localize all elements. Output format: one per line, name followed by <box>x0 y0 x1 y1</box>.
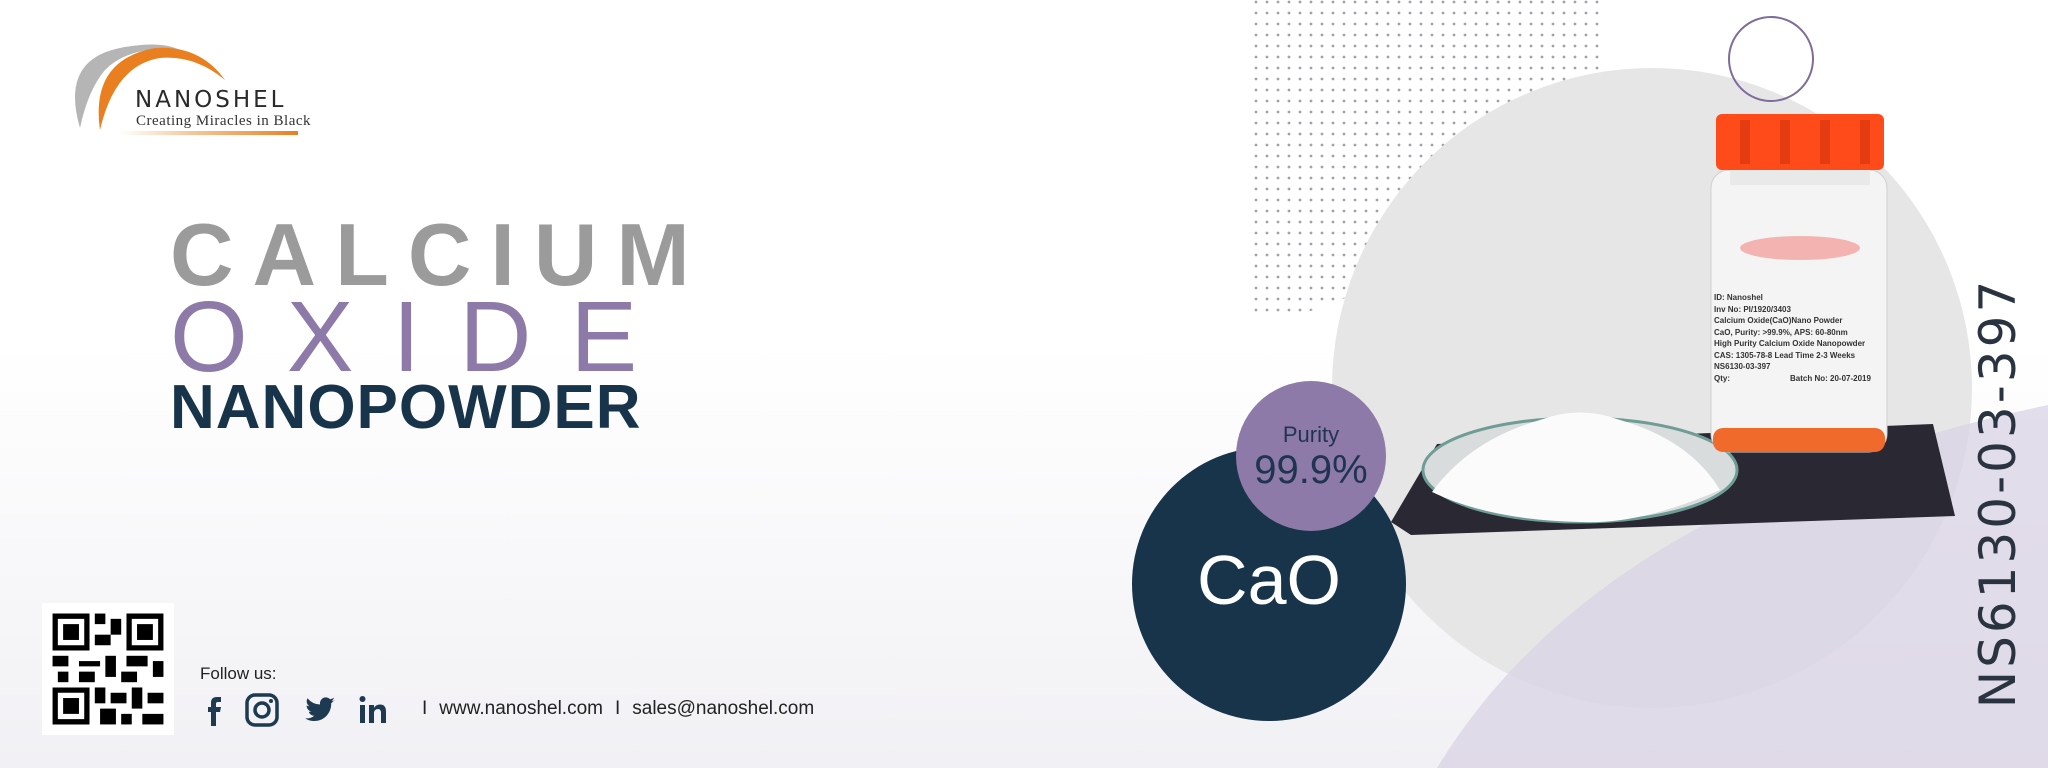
logo-underline <box>120 131 298 135</box>
title-calcium: CALCIUM <box>170 205 709 304</box>
purity-value: 99.9% <box>1254 448 1368 492</box>
purity-label: Purity <box>1282 422 1340 447</box>
bottle-label: ID: Nanoshel Inv No: PI/1920/3403 Calciu… <box>1714 292 1886 442</box>
label-line: Calcium Oxide(CaO)Nano Powder <box>1714 316 1843 325</box>
logo-swoosh-icon <box>75 44 225 131</box>
dot-pattern <box>1253 0 1605 315</box>
separator: I <box>614 698 621 719</box>
follow-us-label: Follow us: <box>200 664 277 683</box>
website-link[interactable]: www.nanoshel.com <box>439 698 603 719</box>
separator: I <box>422 698 428 719</box>
label-line: Qty: Batch No: 20-07-2019 <box>1714 373 1886 385</box>
label-line: CaO, Purity: >99.9%, APS: 60-80nm <box>1714 327 1848 337</box>
logo-brand: NANOSHEL <box>135 87 287 113</box>
qty-label: Qty: <box>1714 373 1730 383</box>
outline-circle <box>1728 16 1814 102</box>
instagram-icon[interactable] <box>244 692 280 728</box>
title-nanopowder: NANOPOWDER <box>170 373 642 442</box>
label-line: ID: Nanoshel <box>1714 293 1763 302</box>
label-line: High Purity Calcium Oxide Nanopowder <box>1714 339 1866 348</box>
title-oxide: OXIDE <box>170 281 677 393</box>
qr-code[interactable] <box>42 603 174 735</box>
email-link[interactable]: sales@nanoshel.com <box>632 698 815 719</box>
petri-dish <box>1421 412 1739 524</box>
facebook-icon[interactable] <box>196 692 232 728</box>
bottle <box>1710 114 1888 453</box>
product-code: NS6130-03-397 <box>1969 277 2027 709</box>
twitter-icon[interactable] <box>302 692 338 728</box>
linkedin-icon[interactable] <box>356 692 392 728</box>
logo-tagline: Creating Miracles in Black <box>136 113 312 129</box>
label-line: Inv No: PI/1920/3403 <box>1714 304 1791 314</box>
batch-number: Batch No: 20-07-2019 <box>1790 373 1871 383</box>
label-line: NS6130-03-397 <box>1714 362 1771 371</box>
chemical-formula: CaO <box>1197 541 1341 619</box>
purity-circle <box>1236 381 1386 531</box>
label-line: CAS: 1305-78-8 Lead Time 2-3 Weeks <box>1714 350 1856 360</box>
